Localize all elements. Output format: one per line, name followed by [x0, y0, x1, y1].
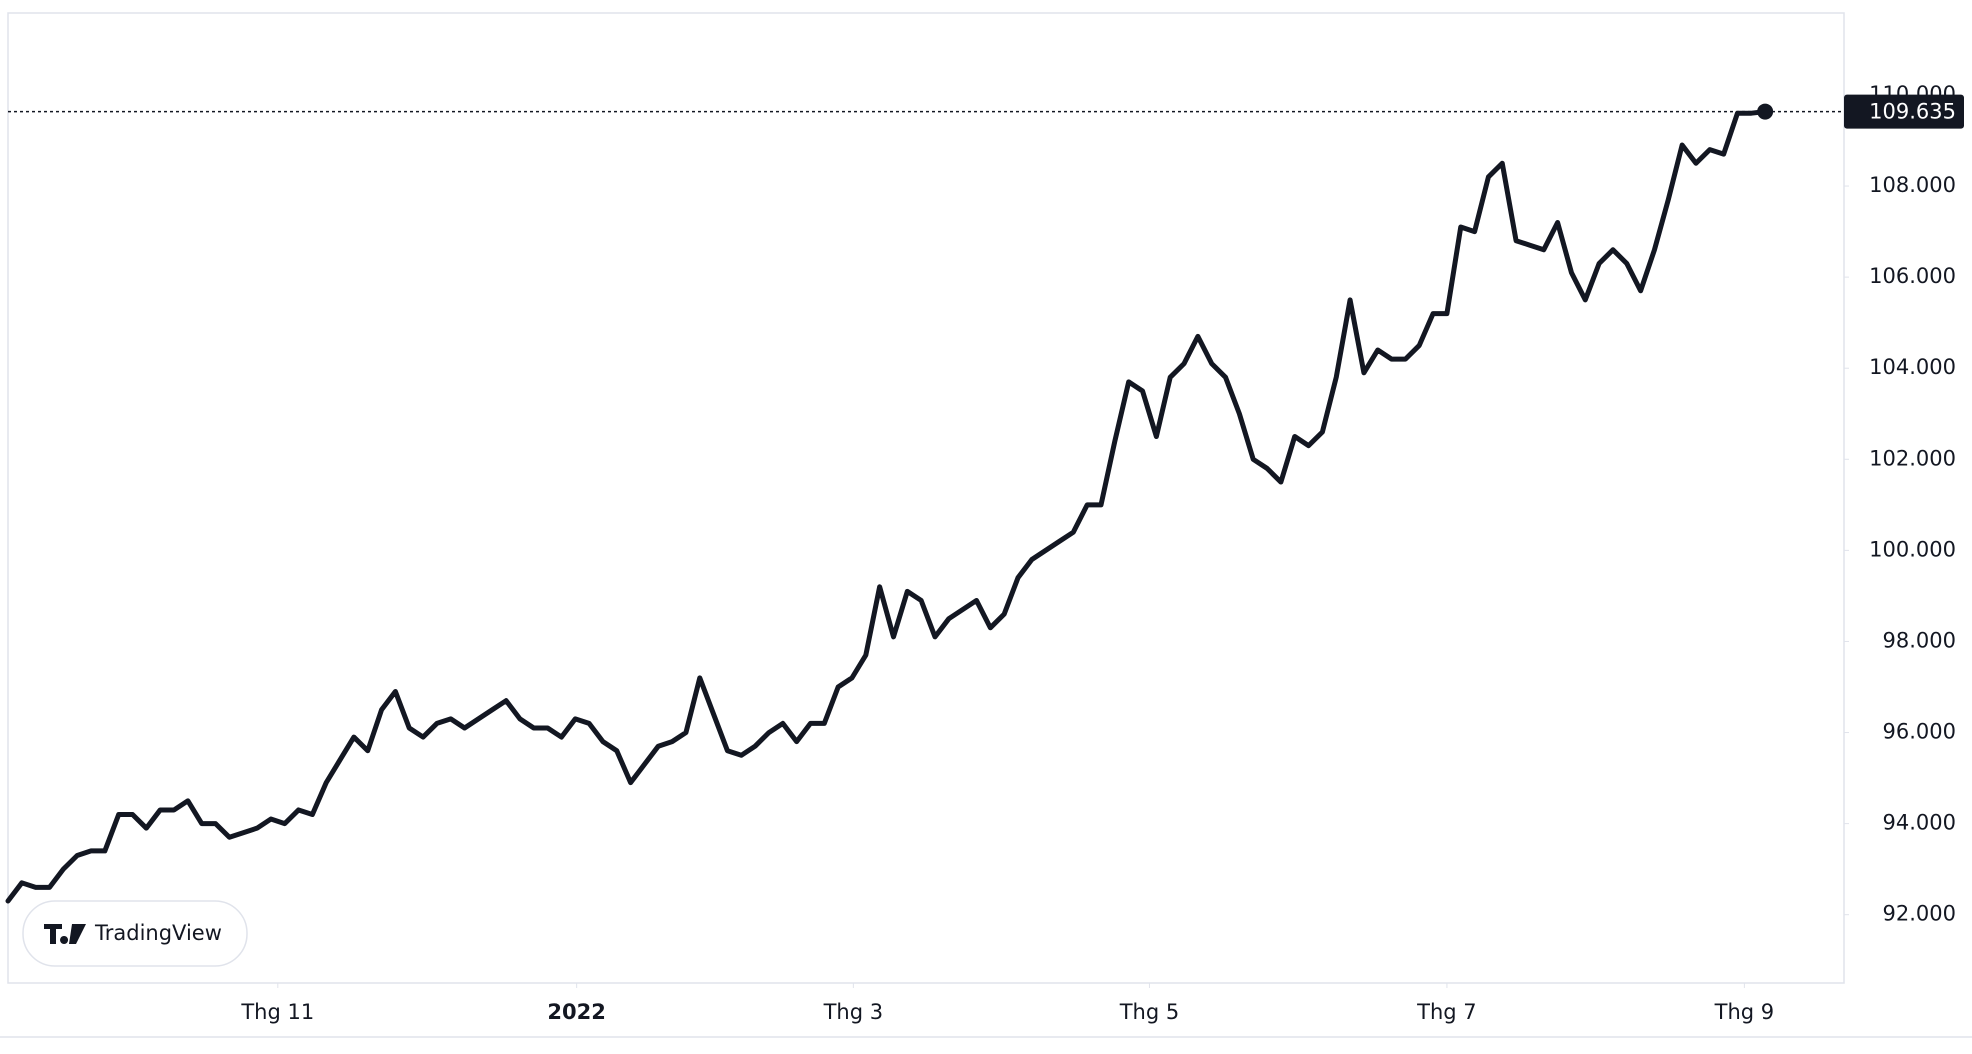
y-tick-label: 100.000 [1869, 537, 1956, 561]
logo: TradingView [22, 900, 248, 967]
x-tick-label: 2022 [547, 1000, 605, 1024]
logo-icon [44, 924, 86, 944]
y-tick-label: 108.000 [1869, 173, 1956, 197]
y-tick-label: 92.000 [1883, 902, 1956, 926]
y-tick-label: 98.000 [1883, 628, 1956, 652]
x-tick-label: Thg 9 [1714, 1000, 1775, 1024]
x-tick-label: Thg 11 [240, 1000, 314, 1024]
x-tick-label: Thg 3 [823, 1000, 884, 1024]
plot-frame [7, 12, 1845, 984]
logo-badge [22, 900, 248, 967]
last-point [1757, 103, 1774, 120]
y-tick-label: 102.000 [1869, 446, 1956, 470]
y-tick-label: 104.000 [1869, 355, 1956, 379]
price-line [5, 109, 1768, 904]
x-tick-label: Thg 7 [1416, 1000, 1477, 1024]
y-tick-label: 94.000 [1883, 811, 1956, 835]
y-tick-label: 106.000 [1869, 264, 1956, 288]
last-price-box [1844, 94, 1964, 129]
logo-text: TradingView [94, 921, 222, 945]
last-price-label: 109.635 [1869, 100, 1956, 124]
y-tick-label: 96.000 [1883, 720, 1956, 744]
x-tick-label: Thg 5 [1119, 1000, 1180, 1024]
